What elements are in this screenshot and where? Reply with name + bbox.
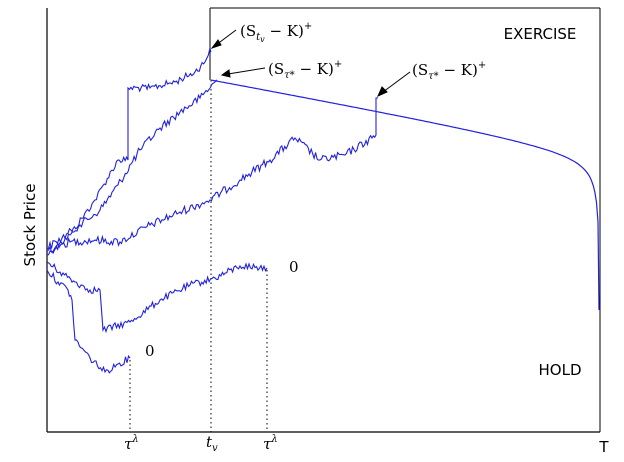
price-path-worthless-2 — [46, 261, 268, 334]
price-path-hits-boundary-late — [46, 97, 379, 253]
price-path-worthless-1 — [46, 269, 131, 374]
zero-payoff-label-lower: 0 — [145, 342, 155, 360]
exercise-boundary — [210, 79, 600, 311]
x-axis-end-label: T — [598, 438, 609, 456]
payoff-label-tau-2: (Sτ* − K)+ — [412, 60, 486, 82]
payoff-label-tau-1: (Sτ* − K)+ — [268, 59, 342, 81]
tick-tau-lambda-1: τλ — [124, 434, 139, 453]
arrow-to-tau-payoff-1 — [220, 67, 266, 78]
price-path-exercised-at-tv — [46, 47, 212, 256]
payoff-label-tv: (Stv − K)+ — [240, 21, 312, 44]
hold-region-label: HOLD — [539, 361, 582, 379]
arrow-to-tv-payoff — [210, 29, 237, 49]
tick-tau-lambda-2: τλ — [263, 434, 278, 453]
zero-payoff-label-upper: 0 — [289, 258, 299, 276]
exercise-region-label: EXERCISE — [504, 25, 577, 43]
tick-t-v: tv — [206, 433, 218, 454]
arrow-to-tau-payoff-2 — [377, 71, 411, 97]
price-path-hits-boundary-early — [46, 79, 218, 250]
y-axis-label: Stock Price — [21, 184, 39, 267]
